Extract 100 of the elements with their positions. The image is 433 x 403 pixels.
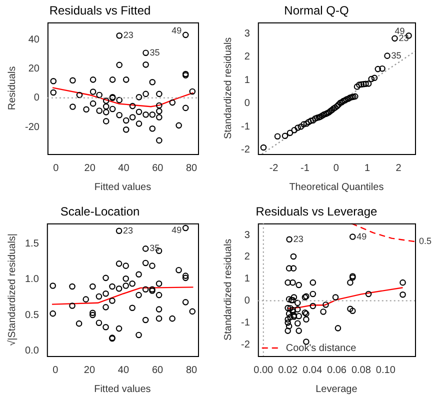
x-tick-label: 0 [333,162,340,174]
x-axis-title: Fitted values [94,182,152,193]
point [296,312,302,320]
point [116,285,122,292]
point [287,305,294,312]
x-tick-label: 40 [118,364,130,376]
point [82,296,90,302]
point [286,323,292,330]
point [122,126,130,133]
point [70,104,76,110]
point [290,253,297,260]
point [102,304,109,310]
x-tick-label: 40 [118,162,130,174]
point [122,117,130,124]
point [116,62,122,68]
point [182,299,189,306]
y-axis-title: Residuals [6,66,18,110]
point [96,293,102,300]
point [69,302,76,309]
y-tick-label: -2 [240,339,250,350]
point [156,90,162,98]
point [90,88,96,95]
point [189,88,196,95]
y-tick-label: 0 [34,92,40,104]
point [142,246,149,252]
point [142,112,149,118]
x-tick-label: 0.10 [376,364,396,376]
x-tick-label: 80 [186,364,198,376]
x-tick-label: 1 [364,162,371,174]
point [136,292,142,298]
y-axis-title: Standardized residuals [222,238,234,341]
point [284,304,291,312]
point [358,81,365,88]
point [142,90,149,98]
point [90,310,96,316]
point [176,122,182,129]
point [290,279,296,286]
point [347,279,354,286]
annotation: 49 [172,224,182,235]
y-tick-label: 1.5 [24,238,40,250]
point [303,316,310,323]
point [284,316,291,323]
point [300,121,307,128]
y-tick-label: 40 [28,34,40,46]
y-tick-label: 1 [244,74,250,86]
point [371,74,378,82]
point [142,62,149,68]
point [122,276,130,282]
annotation: 35 [150,47,160,58]
point [129,280,136,287]
point [136,94,142,100]
point [291,126,298,134]
point [286,310,292,317]
point [90,76,96,83]
point [294,300,301,306]
point [286,130,294,136]
x-axis-title: Fitted values [94,384,151,395]
point [122,282,130,289]
y-tick-label: -2 [240,144,250,156]
point [90,312,96,318]
point [142,316,149,324]
x-tick-label: 0 [52,364,59,376]
point [182,104,189,112]
point [169,99,176,106]
point [83,106,90,113]
y-tick-label: 3 [244,28,250,40]
x-tick-label: 80 [186,162,198,174]
point [320,308,326,315]
point [116,228,122,234]
point [129,114,136,120]
point [284,320,291,326]
annotation: 23 [293,234,304,244]
point [189,308,196,315]
point [50,89,57,96]
point [310,302,316,310]
y-tick-label: 0.0 [24,345,40,356]
point [136,108,142,116]
point [102,98,110,104]
point [308,118,314,124]
point [176,266,182,274]
annotation: 49 [356,231,367,242]
point [116,325,122,332]
point [365,80,372,87]
point [354,84,360,90]
point [314,114,320,121]
point [400,279,406,286]
point [142,50,149,56]
x-tick-label: -2 [269,162,279,174]
point [156,108,162,114]
point [102,274,109,282]
x-tick-label: -1 [300,162,310,174]
y-axis-title: Standardized residuals [222,37,234,140]
point [149,125,156,132]
point [102,324,109,330]
point [122,76,130,83]
legend-label: Cook's distance [286,342,357,354]
point [356,82,362,88]
point [312,115,318,122]
point [284,279,291,286]
x-axis-title: Leverage [316,384,358,395]
